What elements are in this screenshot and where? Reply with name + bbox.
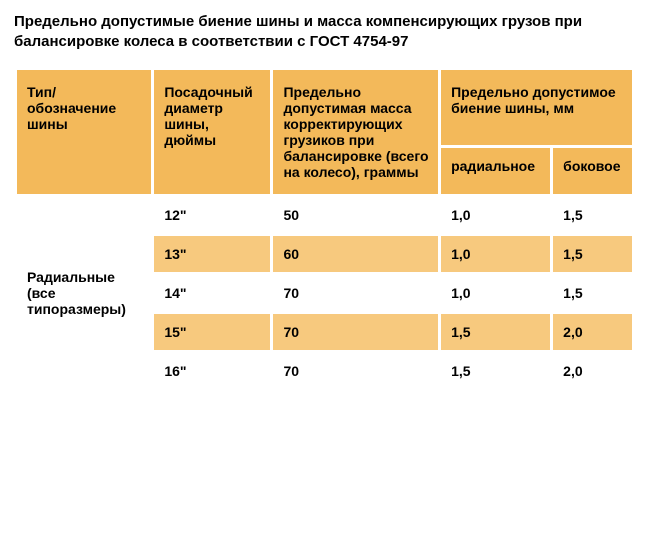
- cell-lateral: 1,5: [553, 197, 632, 233]
- page-title: Предельно допустимые биение шины и масса…: [14, 12, 635, 53]
- cell-radial: 1,5: [441, 353, 550, 389]
- col-subheader-radial: радиальное: [441, 148, 550, 193]
- col-subheader-lateral: боковое: [553, 148, 632, 193]
- col-header-diameter: Посадочный диаметр шины, дюймы: [154, 70, 270, 194]
- col-header-runout: Предельно допустимое биение шины, мм: [441, 70, 632, 146]
- cell-type-group: Радиальные (все типоразмеры): [17, 197, 151, 389]
- cell-mass: 60: [273, 236, 438, 272]
- cell-mass: 50: [273, 197, 438, 233]
- cell-lateral: 2,0: [553, 353, 632, 389]
- table-header-row: Тип/обозначение шины Посадочный диаметр …: [17, 70, 632, 146]
- col-header-mass: Предельно допустимая масса корректирующи…: [273, 70, 438, 194]
- cell-diameter: 16": [154, 353, 270, 389]
- cell-lateral: 1,5: [553, 236, 632, 272]
- cell-mass: 70: [273, 314, 438, 350]
- col-header-type: Тип/обозначение шины: [17, 70, 151, 194]
- cell-diameter: 12": [154, 197, 270, 233]
- cell-radial: 1,0: [441, 236, 550, 272]
- cell-radial: 1,0: [441, 275, 550, 311]
- cell-mass: 70: [273, 275, 438, 311]
- cell-diameter: 14": [154, 275, 270, 311]
- cell-mass: 70: [273, 353, 438, 389]
- cell-lateral: 2,0: [553, 314, 632, 350]
- cell-radial: 1,0: [441, 197, 550, 233]
- cell-radial: 1,5: [441, 314, 550, 350]
- cell-diameter: 13": [154, 236, 270, 272]
- cell-diameter: 15": [154, 314, 270, 350]
- runout-table: Тип/обозначение шины Посадочный диаметр …: [14, 67, 635, 392]
- table-row: Радиальные (все типоразмеры) 12" 50 1,0 …: [17, 197, 632, 233]
- page: Предельно допустимые биение шины и масса…: [0, 0, 649, 552]
- cell-lateral: 1,5: [553, 275, 632, 311]
